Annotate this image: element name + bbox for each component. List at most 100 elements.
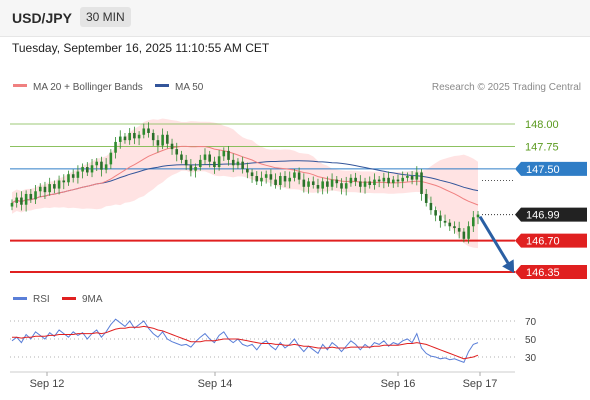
support-label-4: 146.70 bbox=[526, 236, 560, 248]
candle-body bbox=[241, 161, 244, 169]
candle-body bbox=[95, 161, 99, 166]
ma20-line bbox=[11, 145, 479, 206]
candle-body bbox=[118, 136, 122, 142]
rsi-legend-swatch bbox=[13, 297, 27, 300]
candle-body bbox=[382, 177, 386, 182]
candle-body bbox=[316, 184, 320, 189]
candle-body bbox=[62, 180, 66, 183]
candle-body bbox=[189, 165, 193, 171]
candle-body bbox=[81, 167, 84, 172]
candle-body bbox=[349, 177, 353, 184]
candle-body bbox=[302, 179, 306, 187]
forecast-arrow-head bbox=[502, 259, 515, 274]
candle-body bbox=[133, 132, 136, 139]
candle-body bbox=[354, 177, 357, 182]
symbol-title: USD/JPY bbox=[12, 10, 72, 26]
candle-body bbox=[48, 184, 51, 193]
ma50-legend-label: MA 50 bbox=[175, 82, 204, 93]
forecast-arrow bbox=[478, 215, 513, 269]
x-tick-label-0: Sep 12 bbox=[30, 378, 65, 390]
candle-body bbox=[340, 183, 343, 189]
candle-body bbox=[274, 179, 277, 185]
candle-body bbox=[453, 226, 456, 229]
candle-body bbox=[321, 181, 324, 189]
candle-body bbox=[161, 134, 164, 146]
candle-body bbox=[476, 214, 480, 218]
candle-body bbox=[269, 174, 273, 180]
candle-body bbox=[114, 141, 117, 153]
rsi-legend-label: RSI bbox=[33, 294, 50, 305]
resistance-label-0: 148.00 bbox=[525, 119, 559, 131]
candle-body bbox=[462, 231, 466, 239]
candle-body bbox=[410, 176, 414, 180]
ma20-legend-label: MA 20 + Bollinger Bands bbox=[33, 82, 143, 93]
candle-body bbox=[67, 174, 70, 183]
candle-body bbox=[246, 168, 249, 173]
candle-body bbox=[128, 132, 131, 141]
candle-body bbox=[264, 174, 268, 178]
candle-body bbox=[231, 159, 235, 166]
candle-body bbox=[71, 174, 75, 178]
candle-body bbox=[434, 210, 437, 216]
candle-body bbox=[471, 217, 475, 227]
candle-body bbox=[213, 161, 216, 168]
candle-body bbox=[363, 181, 367, 187]
candle-body bbox=[198, 159, 202, 168]
candle-body bbox=[38, 186, 42, 192]
rsi-ma-legend-swatch bbox=[62, 297, 76, 300]
ma50-legend-swatch bbox=[155, 84, 169, 87]
resistance-label-1: 147.75 bbox=[525, 141, 559, 153]
chart-datetime: Tuesday, September 16, 2025 11:10:55 AM … bbox=[12, 41, 270, 55]
candle-body bbox=[424, 193, 428, 203]
rsi-level-label-0: 70 bbox=[525, 317, 537, 328]
candle-body bbox=[170, 143, 174, 150]
credit-text: Research © 2025 Trading Central bbox=[432, 82, 581, 93]
candle-body bbox=[34, 191, 37, 200]
candle-body bbox=[156, 140, 160, 146]
candle-body bbox=[359, 181, 362, 187]
candle-body bbox=[76, 171, 80, 178]
candle-body bbox=[396, 179, 400, 182]
ma20-legend-swatch bbox=[13, 84, 27, 87]
support-label-box-5 bbox=[515, 265, 587, 279]
rsi-ma-line bbox=[12, 325, 479, 360]
candle-body bbox=[260, 177, 263, 182]
candle-body bbox=[86, 167, 89, 173]
pivot-label-2: 147.50 bbox=[526, 164, 560, 176]
candle-body bbox=[57, 180, 61, 189]
candle-body bbox=[297, 172, 301, 180]
candle-body bbox=[222, 150, 226, 157]
bollinger-band bbox=[12, 118, 478, 249]
candle-body bbox=[24, 193, 28, 205]
header-bar: USD/JPY 30 MIN bbox=[0, 0, 590, 37]
x-tick-label-1: Sep 14 bbox=[198, 378, 233, 390]
candle-body bbox=[236, 161, 240, 166]
price-layer bbox=[10, 118, 515, 274]
candle-body bbox=[439, 215, 442, 221]
timeframe-button[interactable]: 30 MIN bbox=[80, 7, 131, 27]
candle-body bbox=[142, 128, 146, 135]
rsi-level-label-2: 30 bbox=[525, 353, 537, 364]
candle-body bbox=[288, 177, 292, 182]
candle-body bbox=[401, 177, 404, 182]
candle-body bbox=[184, 159, 188, 166]
candle-body bbox=[326, 181, 329, 187]
candle-body bbox=[311, 181, 315, 185]
candle-body bbox=[123, 136, 127, 141]
candle-body bbox=[53, 184, 56, 189]
candle-body bbox=[29, 193, 33, 200]
candle-body bbox=[448, 222, 452, 227]
candle-body bbox=[415, 172, 419, 180]
rsi-line bbox=[11, 318, 479, 364]
candle-body bbox=[255, 176, 259, 182]
candle-body bbox=[344, 183, 348, 189]
candle-body bbox=[203, 154, 207, 160]
candle-body bbox=[279, 176, 282, 185]
candle-body bbox=[250, 172, 254, 177]
candle-body bbox=[90, 165, 94, 173]
candle-body bbox=[20, 197, 23, 205]
level-layer: 148.00 147.75 147.50 146.99 146.70 146.35 bbox=[515, 119, 587, 279]
candle-body bbox=[391, 179, 395, 184]
candle-body bbox=[100, 161, 103, 170]
